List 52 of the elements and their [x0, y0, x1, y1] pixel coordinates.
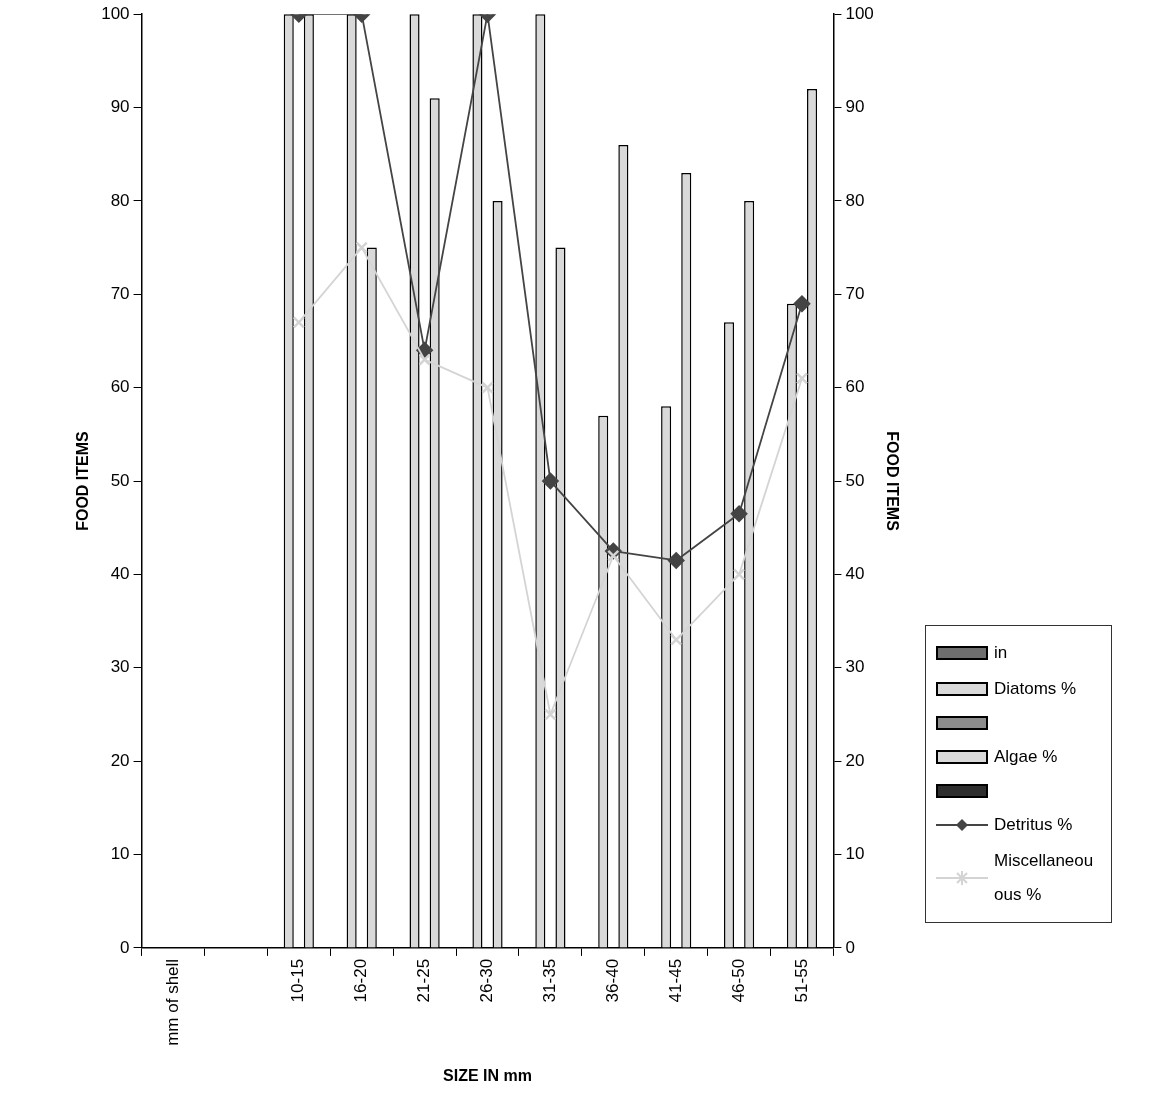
point: [732, 568, 746, 581]
y2-tick-label: 0: [845, 937, 855, 957]
point: [669, 633, 683, 646]
y-tick-label: 50: [110, 470, 130, 490]
point: [793, 295, 811, 312]
y2-tick-label: 30: [845, 657, 865, 677]
y-tick-label: 90: [110, 97, 130, 117]
y2-tick-label: 20: [845, 750, 865, 770]
x-tick-label: 26-30: [477, 958, 497, 1003]
x-tick-label: 31-35: [540, 958, 560, 1003]
y-tick-label: 10: [110, 844, 130, 864]
y-tick-label: 30: [110, 657, 130, 677]
y2-tick-label: 100: [845, 3, 874, 23]
legend-label: Diatoms %: [994, 678, 1078, 700]
legend-label: Detritus %: [994, 814, 1074, 836]
point: [730, 505, 748, 522]
y-tick-label: 0: [120, 937, 130, 957]
legend-label: Miscellaneou ous %: [994, 850, 1095, 906]
x-tick-label: 46-50: [728, 958, 748, 1003]
y-tick-label: 20: [110, 750, 130, 770]
point: [481, 381, 494, 394]
point: [795, 372, 809, 385]
point: [418, 353, 431, 366]
x-tick-label: mm of shell: [162, 958, 182, 1046]
point: [292, 316, 306, 329]
x-tick-label: 16-20: [351, 958, 371, 1003]
y2-axis-title: FOOD ITEMS: [883, 431, 901, 532]
x-tick-label: 41-45: [665, 958, 685, 1003]
y2-tick-label: 60: [845, 377, 865, 397]
point: [667, 552, 685, 569]
y2-tick-label: 10: [845, 844, 865, 864]
x-tick-label: 10-15: [288, 958, 308, 1003]
y-tick-label: 70: [110, 283, 130, 303]
x-tick-label: 21-25: [414, 958, 434, 1003]
point: [355, 241, 368, 254]
y2-tick-label: 80: [845, 190, 865, 210]
y2-tick-label: 50: [845, 470, 865, 490]
x-tick-label: 51-55: [791, 958, 811, 1003]
y-tick-label: 40: [110, 564, 130, 584]
y-tick-label: 60: [110, 377, 130, 397]
x-tick-label: 36-40: [602, 958, 622, 1003]
y2-tick-label: 70: [845, 283, 865, 303]
y-tick-label: 100: [101, 3, 130, 23]
y-axis-title: FOOD ITEMS: [74, 430, 92, 531]
legend-label: Algae %: [994, 746, 1059, 768]
point: [544, 708, 557, 721]
x-axis-title: SIZE IN mm: [443, 1066, 532, 1084]
legend-label: in: [994, 642, 1009, 664]
y2-tick-label: 40: [845, 564, 865, 584]
y-tick-label: 80: [110, 190, 130, 210]
y2-tick-label: 90: [845, 97, 865, 117]
point: [542, 472, 559, 490]
